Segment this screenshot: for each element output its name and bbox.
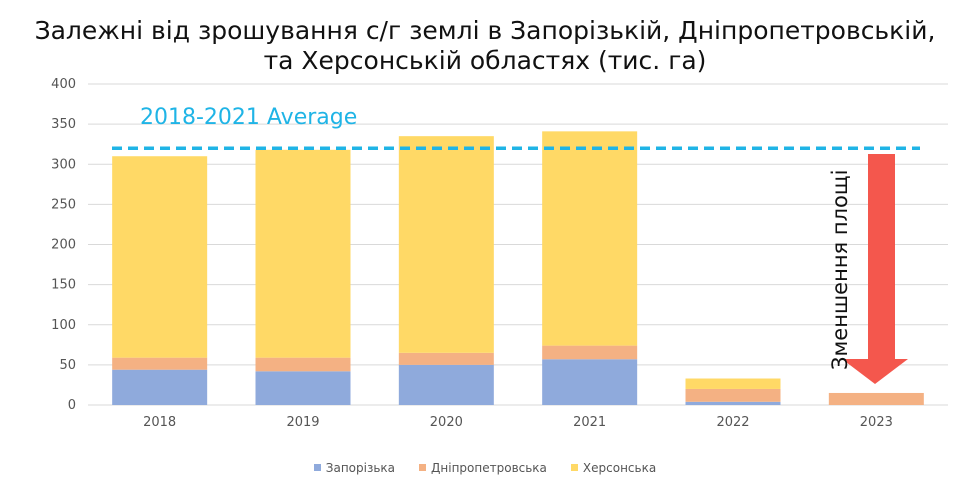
x-tick-label: 2023: [860, 415, 893, 430]
bar-segment-1-2019: [255, 371, 351, 405]
y-axis-tick-labels: 0 50 100 150 200 250 300 350 400: [51, 77, 76, 413]
x-axis-tick-labels: 2018 2019 2020 2021 2022 2023: [143, 415, 893, 430]
bar-segment-3-2021: [542, 131, 638, 346]
legend-item: Херсонська: [570, 460, 657, 475]
legend-item: Дніпропетровська: [419, 461, 547, 475]
legend-label: Дніпропетровська: [431, 460, 547, 475]
x-tick-label: 2018: [143, 415, 176, 430]
legend-item: Запорізька: [313, 460, 396, 475]
legend-swatch: [570, 464, 578, 471]
x-tick-label: 2022: [716, 415, 749, 430]
bar-segment-2-2019: [255, 357, 351, 372]
legend-swatch: [313, 464, 321, 471]
bars: [112, 131, 924, 405]
bar-segment-3-2019: [255, 149, 351, 358]
x-tick-label: 2021: [573, 415, 606, 430]
bar-segment-1-2020: [398, 364, 494, 405]
bar-segment-1-2021: [542, 359, 638, 405]
bar-segment-2-2021: [542, 345, 638, 360]
bar-segment-2-2023: [828, 392, 924, 405]
y-tick-label: 350: [51, 117, 76, 132]
grid-lines: [88, 83, 948, 406]
decrease-arrow-shaft: [868, 154, 895, 359]
legend-swatch: [419, 464, 427, 471]
bar-segment-3-2020: [398, 136, 494, 353]
bar-segment-1-2018: [112, 369, 208, 405]
average-label: 2018-2021 Average: [140, 105, 357, 130]
bar-segment-2-2018: [112, 357, 208, 370]
decrease-arrow-label: Зменшення площі: [828, 170, 852, 370]
legend: Запорізька Дніпропетровська Херсонська: [0, 460, 970, 475]
chart-title-line-2: та Херсонській областях (тис. га): [263, 46, 707, 75]
chart-title: Залежні від зрошування с/г землі в Запор…: [0, 16, 970, 76]
y-tick-label: 150: [51, 278, 76, 293]
y-tick-label: 400: [51, 77, 76, 92]
legend-label: Херсонська: [582, 460, 657, 475]
y-tick-label: 250: [51, 197, 76, 212]
bar-segment-2-2022: [685, 388, 781, 402]
y-tick-label: 100: [51, 318, 76, 333]
bar-segment-3-2018: [112, 156, 208, 358]
y-tick-label: 0: [68, 398, 76, 413]
x-tick-label: 2020: [430, 415, 463, 430]
x-tick-label: 2019: [286, 415, 319, 430]
y-tick-label: 50: [59, 358, 76, 373]
bar-segment-2-2020: [398, 352, 494, 365]
overlay-annotations: 2018-2021 Average Зменшення площі: [112, 105, 920, 384]
y-tick-label: 200: [51, 238, 76, 253]
y-tick-label: 300: [51, 157, 76, 172]
bar-segment-1-2022: [685, 401, 781, 405]
legend-label: Запорізька: [325, 460, 396, 475]
decrease-arrow-head: [842, 359, 908, 384]
chart-title-line-1: Залежні від зрошування с/г землі в Запор…: [34, 16, 936, 45]
bar-segment-3-2022: [685, 378, 781, 389]
